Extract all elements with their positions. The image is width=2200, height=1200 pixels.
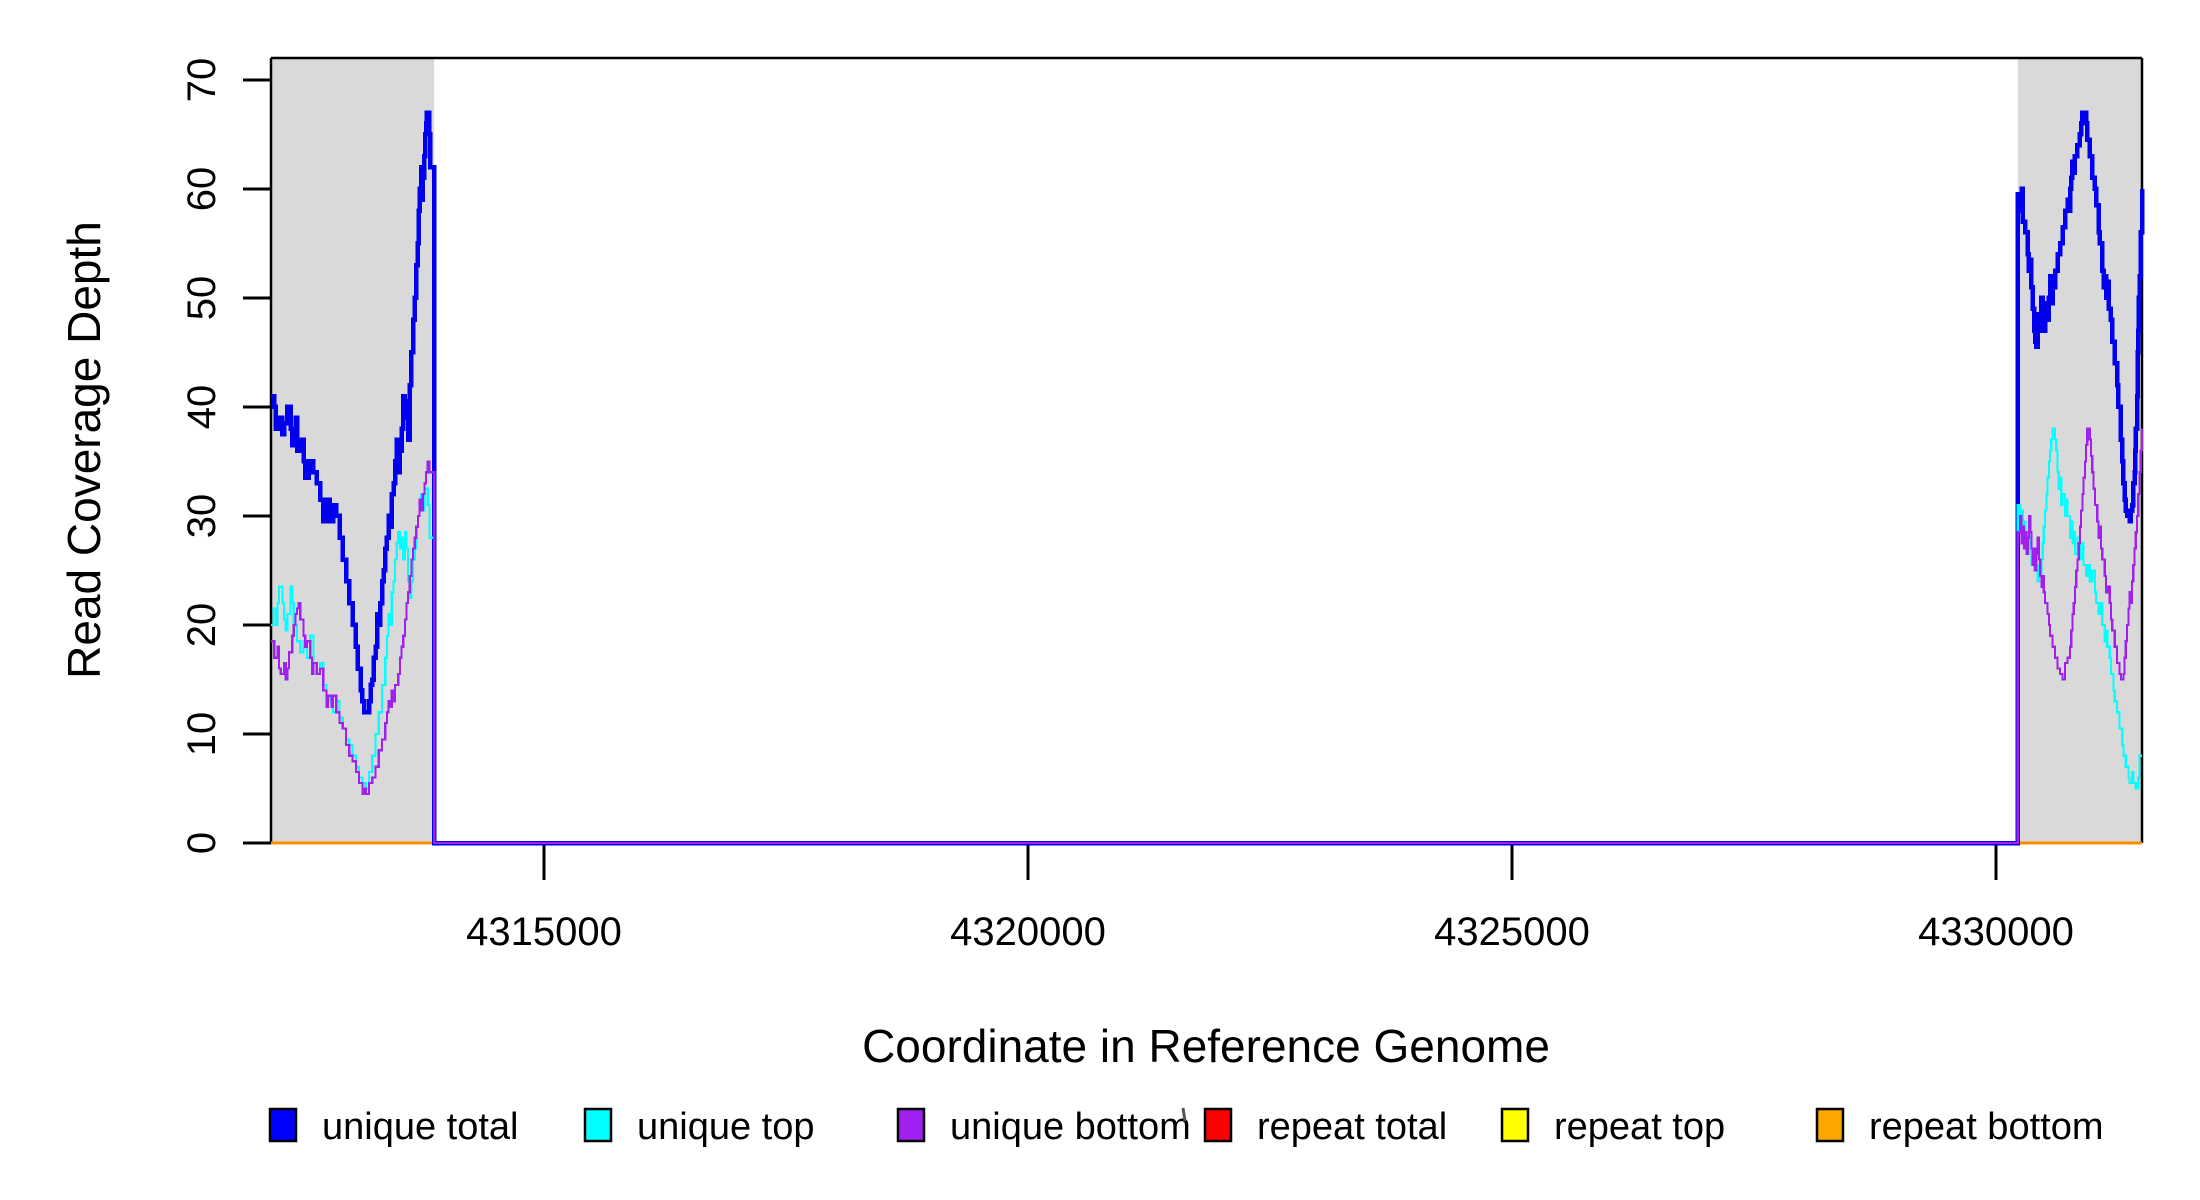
x-axis-title: Coordinate in Reference Genome <box>862 1020 1550 1072</box>
legend-label-repeat-total: repeat total <box>1257 1106 1447 1148</box>
stray-mark <box>1181 1107 1187 1122</box>
y-axis: 0 10 20 30 40 50 60 70 <box>180 58 271 854</box>
y-tick-label-20: 20 <box>180 603 224 648</box>
x-axis: 4315000 4320000 4325000 4330000 <box>466 843 2074 954</box>
y-tick-label-70: 70 <box>180 58 224 103</box>
x-tick-label-4315000: 4315000 <box>466 910 622 954</box>
y-axis-title: Read Coverage Depth <box>58 221 110 679</box>
legend-label-unique-top: unique top <box>637 1106 815 1148</box>
legend-item-repeat-total: repeat total <box>1203 1106 1447 1148</box>
y-tick-label-50: 50 <box>180 276 224 321</box>
legend-swatch-unique-bottom <box>896 1107 926 1143</box>
series-layer <box>271 110 2145 846</box>
legend-swatch-repeat-top <box>1500 1107 1530 1143</box>
legend-swatch-repeat-total <box>1203 1107 1233 1143</box>
series-unique-bottom <box>271 427 2144 845</box>
plot-box <box>269 56 2144 845</box>
y-tick-label-60: 60 <box>180 167 224 212</box>
legend-item-repeat-bottom: repeat bottom <box>1815 1106 2103 1148</box>
x-tick-label-4330000: 4330000 <box>1918 910 2074 954</box>
legend-item-repeat-top: repeat top <box>1500 1106 1725 1148</box>
y-tick-label-10: 10 <box>180 712 224 757</box>
highlight-regions <box>271 58 2142 843</box>
legend-item-unique-total: unique total <box>268 1106 519 1148</box>
legend-label-repeat-top: repeat top <box>1554 1106 1725 1148</box>
legend-item-unique-top: unique top <box>583 1106 815 1148</box>
x-tick-label-4320000: 4320000 <box>950 910 1106 954</box>
legend-label-unique-bottom: unique bottom <box>950 1106 1191 1148</box>
series-unique-total <box>271 110 2145 846</box>
series-unique-top <box>271 427 2142 845</box>
legend-label-unique-total: unique total <box>322 1106 519 1148</box>
legend-label-repeat-bottom: repeat bottom <box>1869 1106 2103 1148</box>
legend-swatch-repeat-bottom <box>1815 1107 1845 1143</box>
y-tick-label-40: 40 <box>180 385 224 430</box>
legend-swatch-unique-total <box>268 1107 298 1143</box>
y-tick-label-0: 0 <box>180 832 224 854</box>
legend: unique total unique top unique bottom re… <box>268 1106 2103 1148</box>
y-tick-label-30: 30 <box>180 494 224 539</box>
legend-swatch-unique-top <box>583 1107 613 1143</box>
x-tick-label-4325000: 4325000 <box>1434 910 1590 954</box>
legend-item-unique-bottom: unique bottom <box>896 1106 1191 1148</box>
